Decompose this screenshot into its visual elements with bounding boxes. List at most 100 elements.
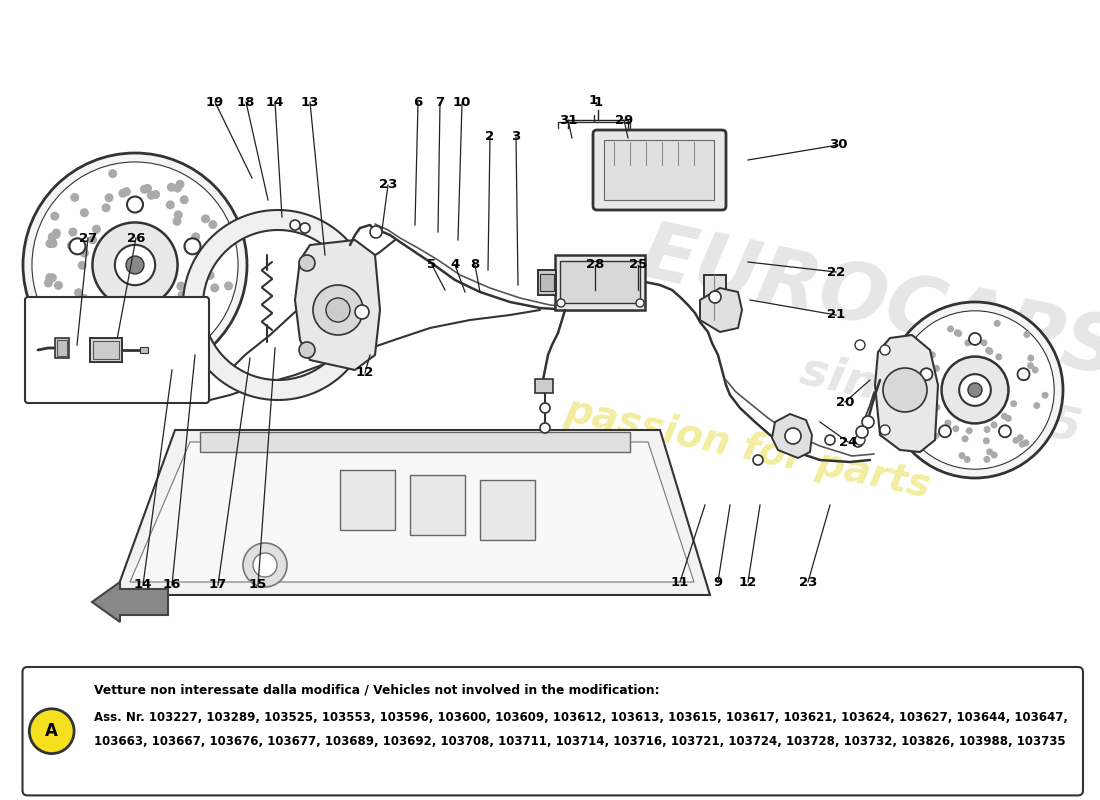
FancyBboxPatch shape bbox=[480, 480, 535, 540]
Circle shape bbox=[895, 310, 1054, 469]
Circle shape bbox=[32, 162, 238, 368]
Circle shape bbox=[710, 291, 720, 303]
Text: 6: 6 bbox=[414, 97, 422, 110]
Circle shape bbox=[945, 419, 952, 426]
FancyBboxPatch shape bbox=[22, 667, 1084, 795]
Text: 30: 30 bbox=[828, 138, 847, 151]
Circle shape bbox=[986, 347, 992, 354]
Polygon shape bbox=[130, 442, 694, 582]
Circle shape bbox=[993, 320, 1001, 327]
Circle shape bbox=[74, 288, 84, 298]
Circle shape bbox=[168, 338, 177, 348]
Circle shape bbox=[953, 426, 959, 432]
Circle shape bbox=[1023, 331, 1031, 338]
Text: 28: 28 bbox=[586, 258, 604, 271]
Circle shape bbox=[930, 386, 937, 393]
Circle shape bbox=[52, 229, 60, 238]
Circle shape bbox=[299, 255, 315, 271]
Circle shape bbox=[980, 339, 988, 346]
Circle shape bbox=[201, 214, 210, 223]
FancyBboxPatch shape bbox=[540, 274, 554, 291]
Circle shape bbox=[163, 308, 172, 317]
Circle shape bbox=[174, 210, 183, 219]
Text: EUROCAPS: EUROCAPS bbox=[632, 215, 1100, 393]
Polygon shape bbox=[700, 288, 743, 332]
Circle shape bbox=[191, 239, 200, 248]
Circle shape bbox=[928, 351, 936, 358]
Circle shape bbox=[933, 365, 940, 372]
FancyBboxPatch shape bbox=[535, 379, 553, 393]
Circle shape bbox=[785, 428, 801, 444]
Circle shape bbox=[166, 200, 175, 210]
Circle shape bbox=[208, 220, 218, 229]
Circle shape bbox=[78, 261, 87, 270]
Circle shape bbox=[45, 239, 55, 248]
Circle shape bbox=[114, 245, 155, 285]
Circle shape bbox=[139, 325, 147, 334]
Circle shape bbox=[85, 337, 95, 346]
Text: since 1985: since 1985 bbox=[796, 348, 1085, 452]
FancyBboxPatch shape bbox=[340, 470, 395, 530]
Circle shape bbox=[96, 324, 104, 333]
Text: 27: 27 bbox=[79, 231, 97, 245]
Circle shape bbox=[176, 180, 185, 189]
Circle shape bbox=[140, 185, 148, 194]
Circle shape bbox=[326, 298, 350, 322]
Circle shape bbox=[996, 354, 1002, 360]
Circle shape bbox=[30, 709, 74, 754]
Circle shape bbox=[177, 290, 187, 300]
Circle shape bbox=[1016, 434, 1024, 441]
Circle shape bbox=[92, 341, 101, 350]
Circle shape bbox=[69, 238, 86, 254]
Circle shape bbox=[965, 339, 971, 346]
FancyBboxPatch shape bbox=[94, 341, 119, 359]
Text: 14: 14 bbox=[266, 95, 284, 109]
Text: 14: 14 bbox=[134, 578, 152, 591]
Circle shape bbox=[1033, 402, 1041, 409]
FancyBboxPatch shape bbox=[410, 475, 465, 535]
Text: 25: 25 bbox=[629, 258, 647, 271]
Polygon shape bbox=[874, 335, 938, 452]
Circle shape bbox=[862, 416, 874, 428]
Circle shape bbox=[912, 393, 918, 399]
FancyBboxPatch shape bbox=[140, 347, 148, 353]
Text: 10: 10 bbox=[453, 97, 471, 110]
Text: 1: 1 bbox=[588, 94, 597, 106]
Circle shape bbox=[983, 426, 991, 433]
Circle shape bbox=[146, 191, 156, 200]
Circle shape bbox=[636, 299, 644, 307]
Polygon shape bbox=[772, 414, 812, 458]
Circle shape bbox=[122, 187, 131, 196]
FancyBboxPatch shape bbox=[90, 338, 122, 362]
Circle shape bbox=[855, 340, 865, 350]
Text: A: A bbox=[45, 722, 58, 740]
Circle shape bbox=[161, 351, 169, 360]
Circle shape bbox=[152, 332, 161, 342]
Circle shape bbox=[192, 270, 201, 279]
Circle shape bbox=[176, 282, 186, 290]
Circle shape bbox=[1022, 374, 1030, 381]
FancyBboxPatch shape bbox=[200, 432, 630, 452]
Circle shape bbox=[1012, 437, 1020, 444]
FancyBboxPatch shape bbox=[704, 275, 726, 320]
Text: 19: 19 bbox=[206, 95, 224, 109]
Circle shape bbox=[180, 292, 189, 302]
Text: 5: 5 bbox=[428, 258, 437, 271]
Text: 17: 17 bbox=[209, 578, 227, 591]
FancyBboxPatch shape bbox=[556, 255, 645, 310]
Circle shape bbox=[185, 238, 200, 254]
Circle shape bbox=[54, 281, 63, 290]
FancyBboxPatch shape bbox=[57, 340, 67, 356]
Circle shape bbox=[913, 406, 921, 413]
Circle shape bbox=[155, 342, 164, 350]
Circle shape bbox=[825, 435, 835, 445]
Circle shape bbox=[173, 184, 182, 193]
Polygon shape bbox=[183, 210, 368, 320]
Circle shape bbox=[94, 317, 102, 326]
Circle shape bbox=[964, 456, 970, 463]
Circle shape bbox=[23, 153, 248, 377]
Circle shape bbox=[991, 451, 998, 458]
Circle shape bbox=[932, 433, 939, 439]
Circle shape bbox=[355, 305, 368, 319]
Circle shape bbox=[92, 222, 177, 307]
